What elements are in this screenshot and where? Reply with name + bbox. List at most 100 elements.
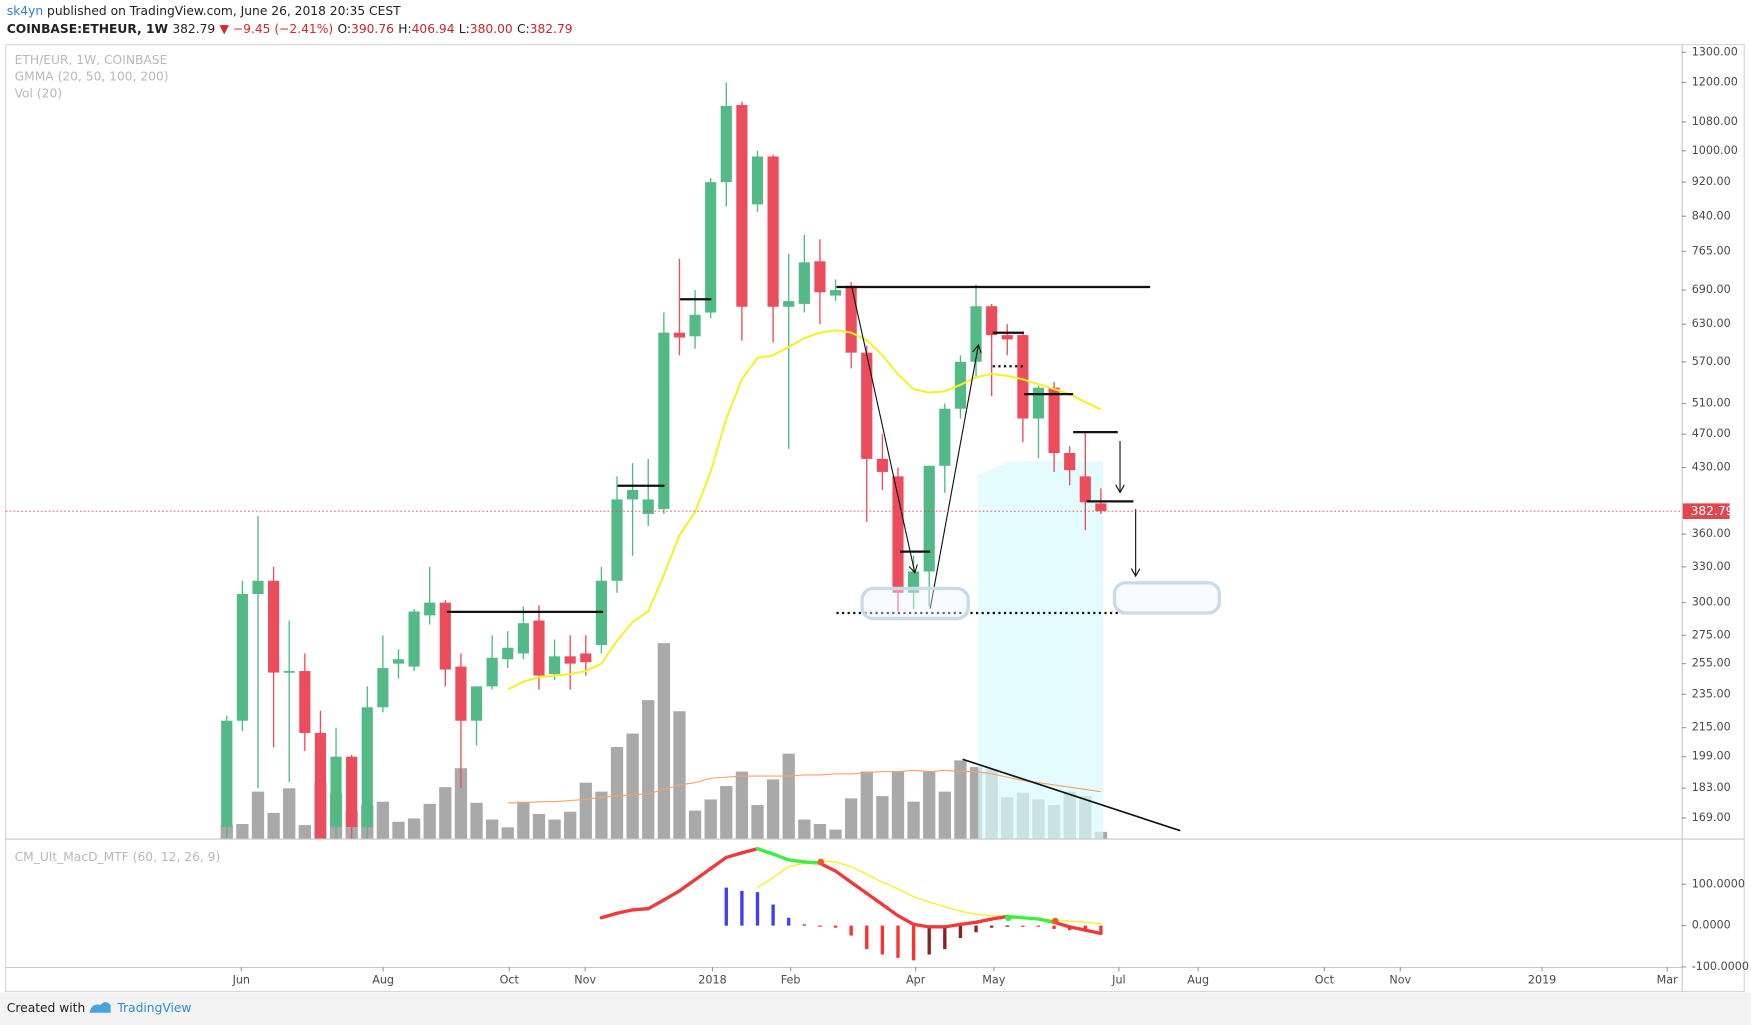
volume-bar [673,711,686,839]
y-tick-label: 360.00 [1692,527,1731,540]
macd-histogram-bar [896,925,900,958]
footer-logo [89,1002,111,1013]
ohlc-label: C: [517,22,530,36]
volume-bar [626,733,639,839]
volume-bar [283,788,296,839]
macd-histogram-bar [1099,925,1103,934]
volume-bar [470,802,483,839]
volume-bar [439,787,452,839]
y-tick-label: 275.00 [1692,628,1731,641]
macd-histogram-bar [911,925,916,961]
candle-body [314,732,327,839]
volume-bar [392,821,405,839]
candle-body [845,285,857,353]
last-price-tag [1682,503,1730,520]
volume-bar [907,801,920,839]
candle-body [627,490,639,500]
volume-bar [517,801,530,839]
volume-bar [579,782,592,839]
y-tick-label: 430.00 [1692,461,1731,474]
candle-body [424,602,436,616]
x-tick-label: Oct [500,973,520,986]
candle-body [392,659,405,664]
x-tick-label: Aug [1187,973,1209,986]
macd-histogram-bar [802,924,807,926]
volume-bar [735,771,749,839]
volume-bar [876,796,889,839]
y-tick-label: 1200.00 [1692,75,1738,88]
candle-body [268,580,280,673]
ohlc-value: 390.76 [351,22,394,36]
candle-body [533,620,545,676]
volume-bar [298,825,311,839]
macd-line [1021,916,1041,921]
y-tick-label: 1080.00 [1692,115,1738,128]
macd-line [693,866,713,882]
macd-histogram-bar [787,917,791,926]
candle-body [1017,335,1029,419]
candle-body [548,656,561,675]
drawings [446,285,1212,832]
macd-histogram-bar [958,925,963,939]
candle-layer [221,82,1107,839]
macd-line [646,898,666,911]
macd-cross-dot [1051,917,1059,925]
author[interactable]: sk4yn [7,4,43,18]
candle-body [502,647,514,660]
macd-line [755,847,775,856]
candle-body [1064,452,1076,471]
macd-line [708,855,728,871]
target-zone [1112,581,1222,615]
legend-indicator: GMMA (20, 50, 100, 200) [15,70,169,84]
arrow [929,346,978,609]
volume-bar [423,803,436,839]
y-tick-label: 100.0000 [1692,877,1745,890]
volume-bar [704,799,717,839]
candle-body [377,668,389,708]
ma-layer [507,329,1102,691]
y-tick-label: 690.00 [1692,283,1731,296]
volume-bar [376,801,390,839]
y-tick-label: 510.00 [1692,397,1731,410]
y-tick-label: 183.00 [1692,781,1731,794]
macd-histogram-bar [1052,925,1056,929]
candle-body [346,756,358,827]
footer-brand[interactable]: TradingView [116,1001,191,1015]
candle-body [1095,503,1107,512]
symbol-line: COINBASE:ETHEUR, 1W 382.79 ▼ −9.45 (−2.4… [7,22,573,36]
macd-histogram-bar [865,925,869,950]
volume-bar [688,810,702,839]
volume-bar [751,805,764,839]
ohlc-label: H: [398,22,411,36]
volume-bar [548,819,561,839]
macd-line [896,914,916,927]
ohlc-value: 406.94 [412,22,455,36]
volume-bar [766,779,780,839]
volume-bar [251,791,265,839]
y-tick-label: 215.00 [1692,721,1731,734]
candle-body [408,611,420,667]
candle-body [642,499,654,514]
candle-body [252,580,264,594]
candle-body [673,332,686,338]
macd-histogram-bar [849,925,853,936]
candle-body [783,301,795,307]
macd-line [1036,917,1056,924]
macd-line [787,858,807,864]
y-tick-label: 169.00 [1692,811,1731,824]
volume-bar [532,813,546,839]
volume-bar [236,824,249,839]
candle-body [1032,387,1045,419]
x-tick-label: Nov [574,973,596,986]
candle-body [986,306,998,336]
symbol: COINBASE:ETHEUR, 1W [7,22,169,36]
published: published on TradingView.com, June 26, 2… [47,4,401,18]
macd-histogram-bar [740,890,744,926]
x-tick-label: Apr [906,973,926,986]
macd-line [1083,928,1103,936]
x-tick-label: Jun [232,973,250,986]
macd-line [849,880,869,896]
macd-line [677,878,697,893]
footer-text: Created with [7,1001,85,1015]
